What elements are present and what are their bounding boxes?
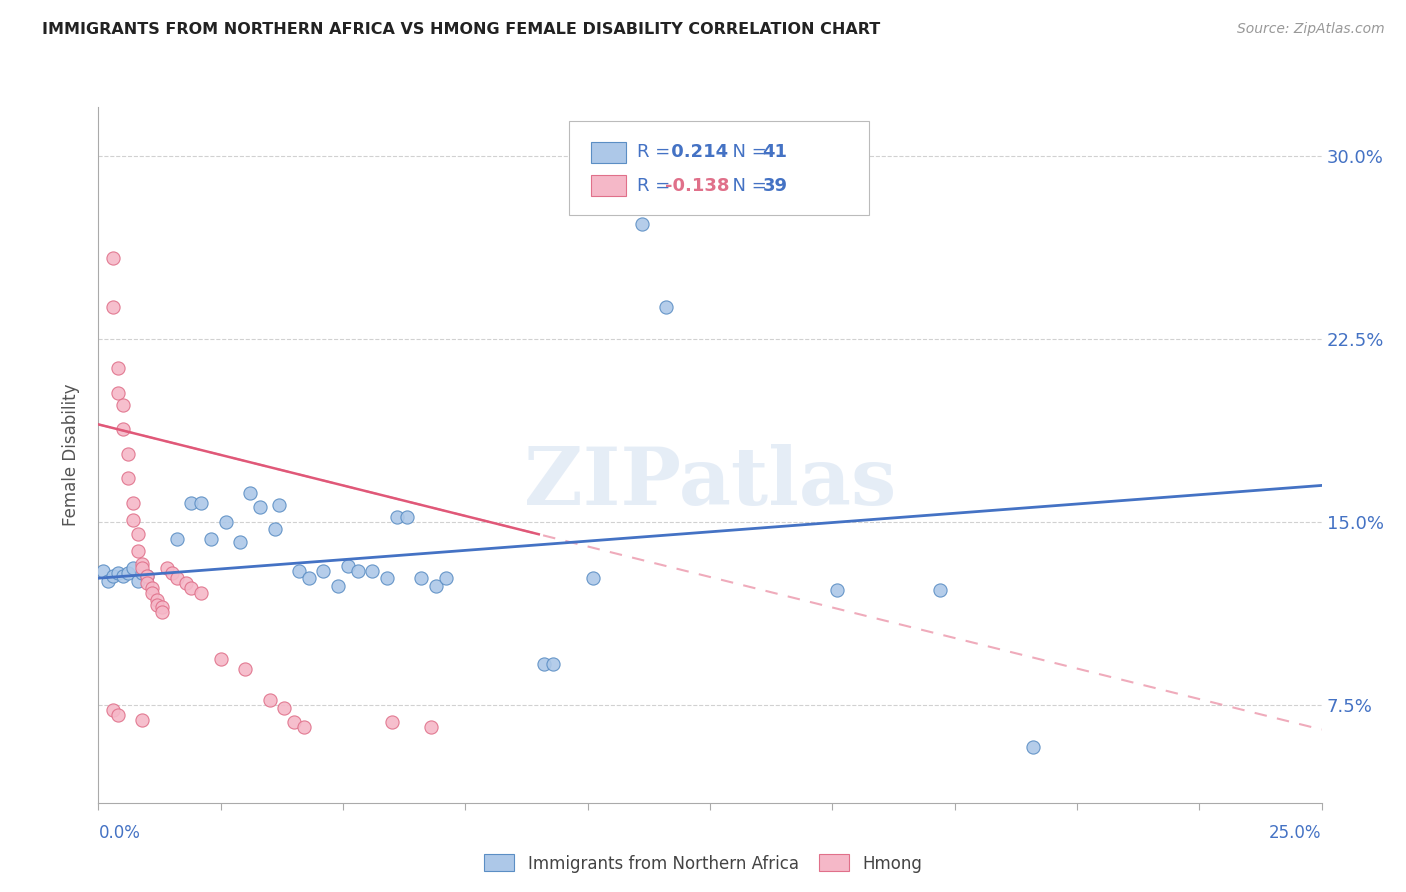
- Point: [121, 513, 143, 527]
- Point: [127, 544, 149, 558]
- Point: [136, 568, 159, 582]
- Point: [176, 576, 198, 591]
- Point: [156, 561, 179, 575]
- Point: [655, 300, 678, 314]
- Point: [381, 715, 404, 730]
- Bar: [592, 142, 626, 162]
- Point: [111, 422, 134, 436]
- Point: [336, 559, 359, 574]
- Point: [150, 600, 173, 615]
- Text: N =: N =: [721, 177, 772, 194]
- FancyBboxPatch shape: [569, 121, 869, 215]
- Point: [312, 564, 335, 578]
- Text: N =: N =: [721, 144, 772, 161]
- Point: [630, 217, 652, 231]
- Point: [259, 693, 281, 707]
- Point: [150, 606, 173, 620]
- Text: 0.0%: 0.0%: [98, 824, 141, 842]
- Point: [97, 574, 120, 588]
- Point: [146, 593, 169, 607]
- Bar: [592, 175, 626, 196]
- Point: [328, 578, 350, 592]
- Point: [127, 527, 149, 541]
- Point: [385, 510, 408, 524]
- Point: [131, 557, 153, 571]
- Point: [111, 568, 134, 582]
- Point: [107, 566, 129, 581]
- Point: [107, 707, 129, 722]
- Point: [117, 447, 139, 461]
- Text: IMMIGRANTS FROM NORTHERN AFRICA VS HMONG FEMALE DISABILITY CORRELATION CHART: IMMIGRANTS FROM NORTHERN AFRICA VS HMONG…: [42, 22, 880, 37]
- Point: [239, 485, 262, 500]
- Point: [825, 583, 848, 598]
- Point: [190, 586, 212, 600]
- Point: [166, 532, 188, 546]
- Point: [346, 564, 368, 578]
- Point: [101, 300, 124, 314]
- Point: [298, 571, 321, 585]
- Point: [209, 652, 232, 666]
- Point: [180, 495, 202, 509]
- Text: 41: 41: [762, 144, 787, 161]
- Text: 0.214: 0.214: [665, 144, 728, 161]
- Point: [107, 361, 129, 376]
- Point: [190, 495, 212, 509]
- Point: [131, 713, 153, 727]
- Point: [166, 571, 188, 585]
- Point: [127, 574, 149, 588]
- Point: [160, 566, 183, 581]
- Point: [411, 571, 433, 585]
- Point: [425, 578, 447, 592]
- Point: [136, 568, 159, 582]
- Text: -0.138: -0.138: [665, 177, 730, 194]
- Point: [249, 500, 271, 515]
- Point: [101, 568, 124, 582]
- Point: [200, 532, 222, 546]
- Text: R =: R =: [637, 144, 676, 161]
- Point: [117, 566, 139, 581]
- Point: [1022, 739, 1045, 754]
- Text: Source: ZipAtlas.com: Source: ZipAtlas.com: [1237, 22, 1385, 37]
- Point: [146, 598, 169, 612]
- Point: [929, 583, 952, 598]
- Point: [91, 564, 114, 578]
- Point: [180, 581, 202, 595]
- Point: [141, 581, 163, 595]
- Point: [420, 720, 443, 734]
- Point: [111, 398, 134, 412]
- Point: [141, 586, 163, 600]
- Point: [395, 510, 418, 524]
- Point: [131, 566, 153, 581]
- Point: [263, 522, 285, 536]
- Point: [273, 700, 295, 714]
- Point: [283, 715, 305, 730]
- Text: ZIPatlas: ZIPatlas: [524, 443, 896, 522]
- Point: [581, 571, 603, 585]
- Text: 39: 39: [762, 177, 787, 194]
- Point: [121, 495, 143, 509]
- Point: [229, 534, 252, 549]
- Text: 25.0%: 25.0%: [1270, 824, 1322, 842]
- Point: [269, 498, 291, 512]
- Point: [288, 564, 311, 578]
- Point: [233, 661, 256, 675]
- Point: [136, 576, 159, 591]
- Point: [375, 571, 398, 585]
- Point: [117, 471, 139, 485]
- Point: [361, 564, 384, 578]
- Point: [434, 571, 457, 585]
- Point: [131, 561, 153, 575]
- Point: [121, 561, 143, 575]
- Point: [292, 720, 315, 734]
- Point: [107, 385, 129, 400]
- Text: R =: R =: [637, 177, 676, 194]
- Legend: Immigrants from Northern Africa, Hmong: Immigrants from Northern Africa, Hmong: [478, 847, 928, 880]
- Point: [101, 252, 124, 266]
- Point: [533, 657, 555, 671]
- Point: [214, 515, 236, 529]
- Point: [543, 657, 565, 671]
- Y-axis label: Female Disability: Female Disability: [62, 384, 80, 526]
- Point: [101, 703, 124, 717]
